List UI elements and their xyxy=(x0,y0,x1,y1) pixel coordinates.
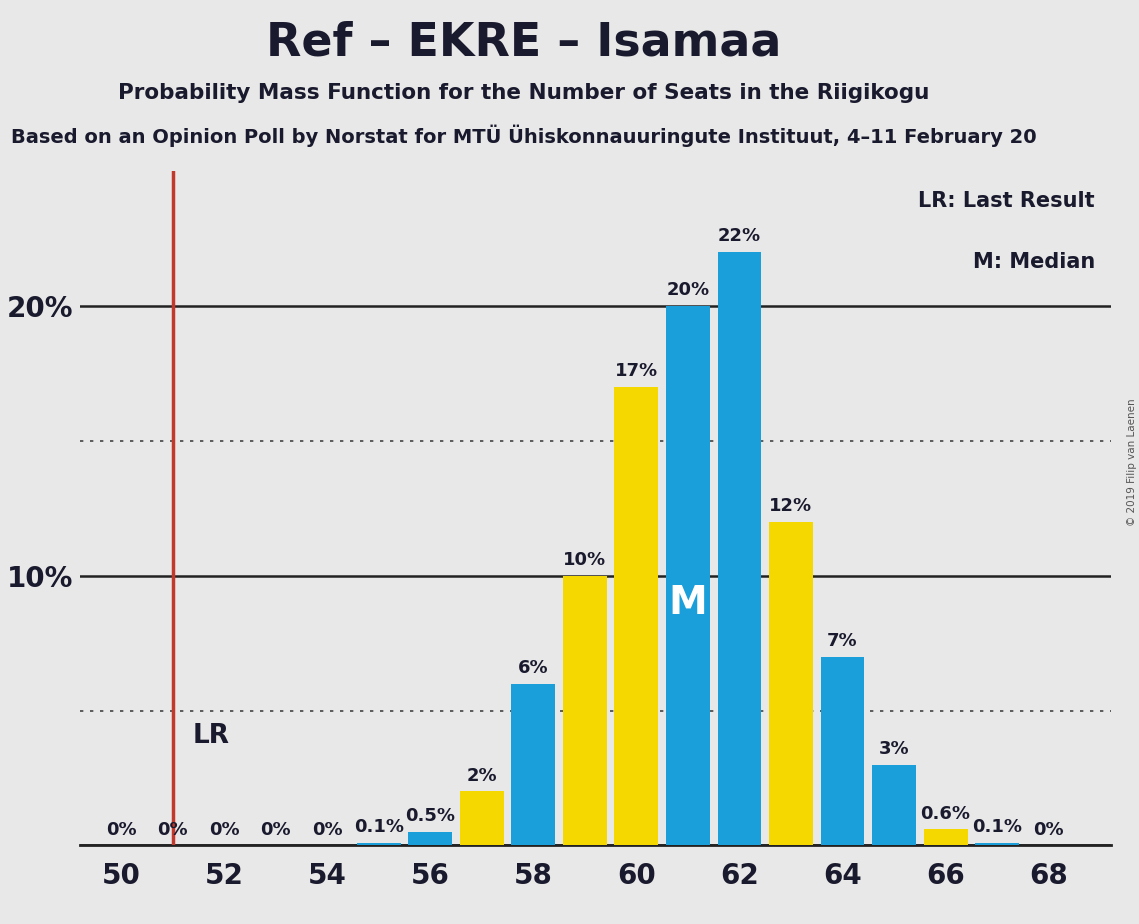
Text: 0%: 0% xyxy=(261,821,290,839)
Text: Based on an Opinion Poll by Norstat for MTÜ Ühiskonnauuringute Instituut, 4–11 F: Based on an Opinion Poll by Norstat for … xyxy=(11,125,1036,147)
Bar xyxy=(769,522,813,845)
Bar xyxy=(820,657,865,845)
Text: LR: Last Result: LR: Last Result xyxy=(918,191,1095,212)
Text: 0.6%: 0.6% xyxy=(920,805,970,822)
Text: 10%: 10% xyxy=(564,551,606,569)
Bar xyxy=(563,576,607,845)
Text: 0%: 0% xyxy=(106,821,137,839)
Text: © 2019 Filip van Laenen: © 2019 Filip van Laenen xyxy=(1126,398,1137,526)
Text: 17%: 17% xyxy=(615,362,658,380)
Text: 12%: 12% xyxy=(770,497,812,515)
Text: 7%: 7% xyxy=(827,632,858,650)
Text: 0.1%: 0.1% xyxy=(973,818,1022,836)
Text: Probability Mass Function for the Number of Seats in the Riigikogu: Probability Mass Function for the Number… xyxy=(118,83,929,103)
Text: 0%: 0% xyxy=(1033,821,1064,839)
Text: M: M xyxy=(669,584,707,622)
Text: 3%: 3% xyxy=(879,740,909,758)
Bar xyxy=(460,792,503,845)
Bar xyxy=(718,252,761,845)
Text: 6%: 6% xyxy=(518,659,549,676)
Text: LR: LR xyxy=(194,723,230,749)
Bar xyxy=(975,843,1019,845)
Bar xyxy=(511,684,555,845)
Text: 0.5%: 0.5% xyxy=(405,808,456,825)
Text: M: Median: M: Median xyxy=(973,252,1095,272)
Text: 0%: 0% xyxy=(157,821,188,839)
Text: Ref – EKRE – Isamaa: Ref – EKRE – Isamaa xyxy=(267,20,781,66)
Bar xyxy=(614,387,658,845)
Text: 0%: 0% xyxy=(312,821,343,839)
Text: 2%: 2% xyxy=(467,767,497,784)
Bar xyxy=(924,829,967,845)
Bar xyxy=(872,764,916,845)
Text: 20%: 20% xyxy=(666,281,710,299)
Text: 0.1%: 0.1% xyxy=(354,818,403,836)
Bar xyxy=(408,832,452,845)
Bar xyxy=(666,306,710,845)
Text: 0%: 0% xyxy=(208,821,239,839)
Text: 22%: 22% xyxy=(718,227,761,245)
Bar xyxy=(357,843,401,845)
